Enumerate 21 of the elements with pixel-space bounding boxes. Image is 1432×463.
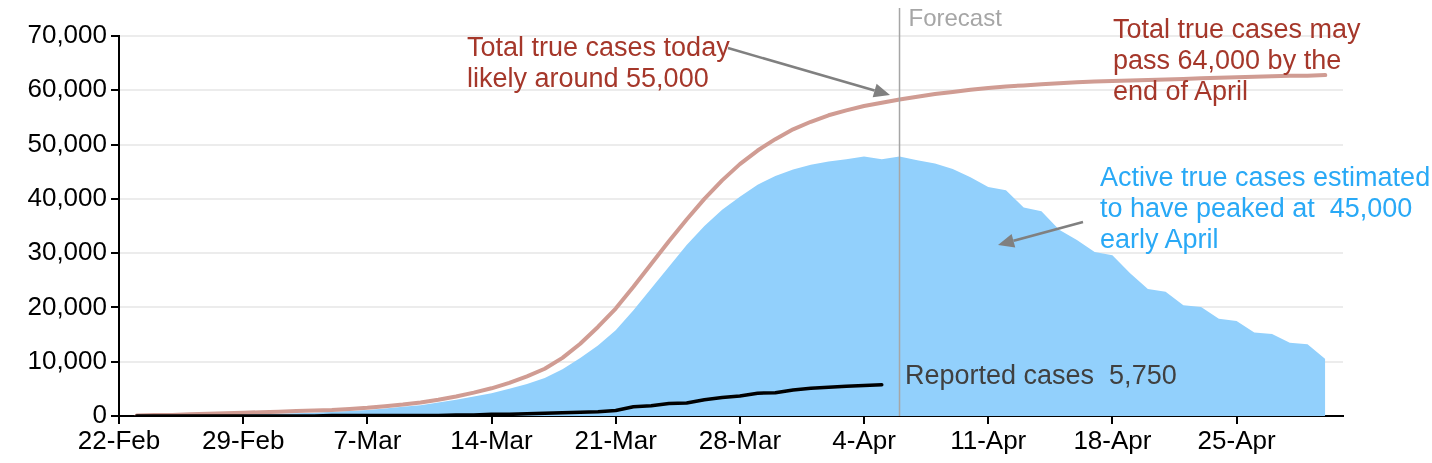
- x-tick-label: 28-Mar: [698, 424, 782, 455]
- annotation: Total true cases today likely around 55,000: [467, 32, 731, 94]
- y-tick-label: 60,000: [27, 73, 107, 104]
- y-tick-label: 70,000: [27, 19, 107, 50]
- ref-line-label: Forecast: [908, 3, 1003, 31]
- annotation: Active true cases estimated to have peaked at 45,000 early April: [1100, 162, 1432, 255]
- x-tick-label: 4-Apr: [832, 424, 897, 455]
- x-tick-label: 18-Apr: [1073, 424, 1152, 455]
- x-tick-label: 11-Apr: [950, 424, 1027, 455]
- y-tick-label: 10,000: [27, 344, 107, 375]
- y-tick-label: 30,000: [27, 236, 107, 267]
- annotation: Reported cases 5,750: [905, 360, 1178, 391]
- x-tick-label: 14-Mar: [450, 424, 534, 455]
- x-tick-label: 7-Mar: [333, 424, 402, 455]
- y-tick-label: 50,000: [27, 127, 107, 158]
- y-tick-label: 20,000: [27, 290, 107, 321]
- x-tick-label: 21-Mar: [574, 424, 658, 455]
- annotation: Total true cases may pass 64,000 by the end of April: [1113, 14, 1362, 107]
- x-tick-label: 25-Apr: [1197, 424, 1276, 455]
- y-tick-label: 40,000: [27, 182, 107, 213]
- x-tick-label: 29-Feb: [201, 424, 285, 455]
